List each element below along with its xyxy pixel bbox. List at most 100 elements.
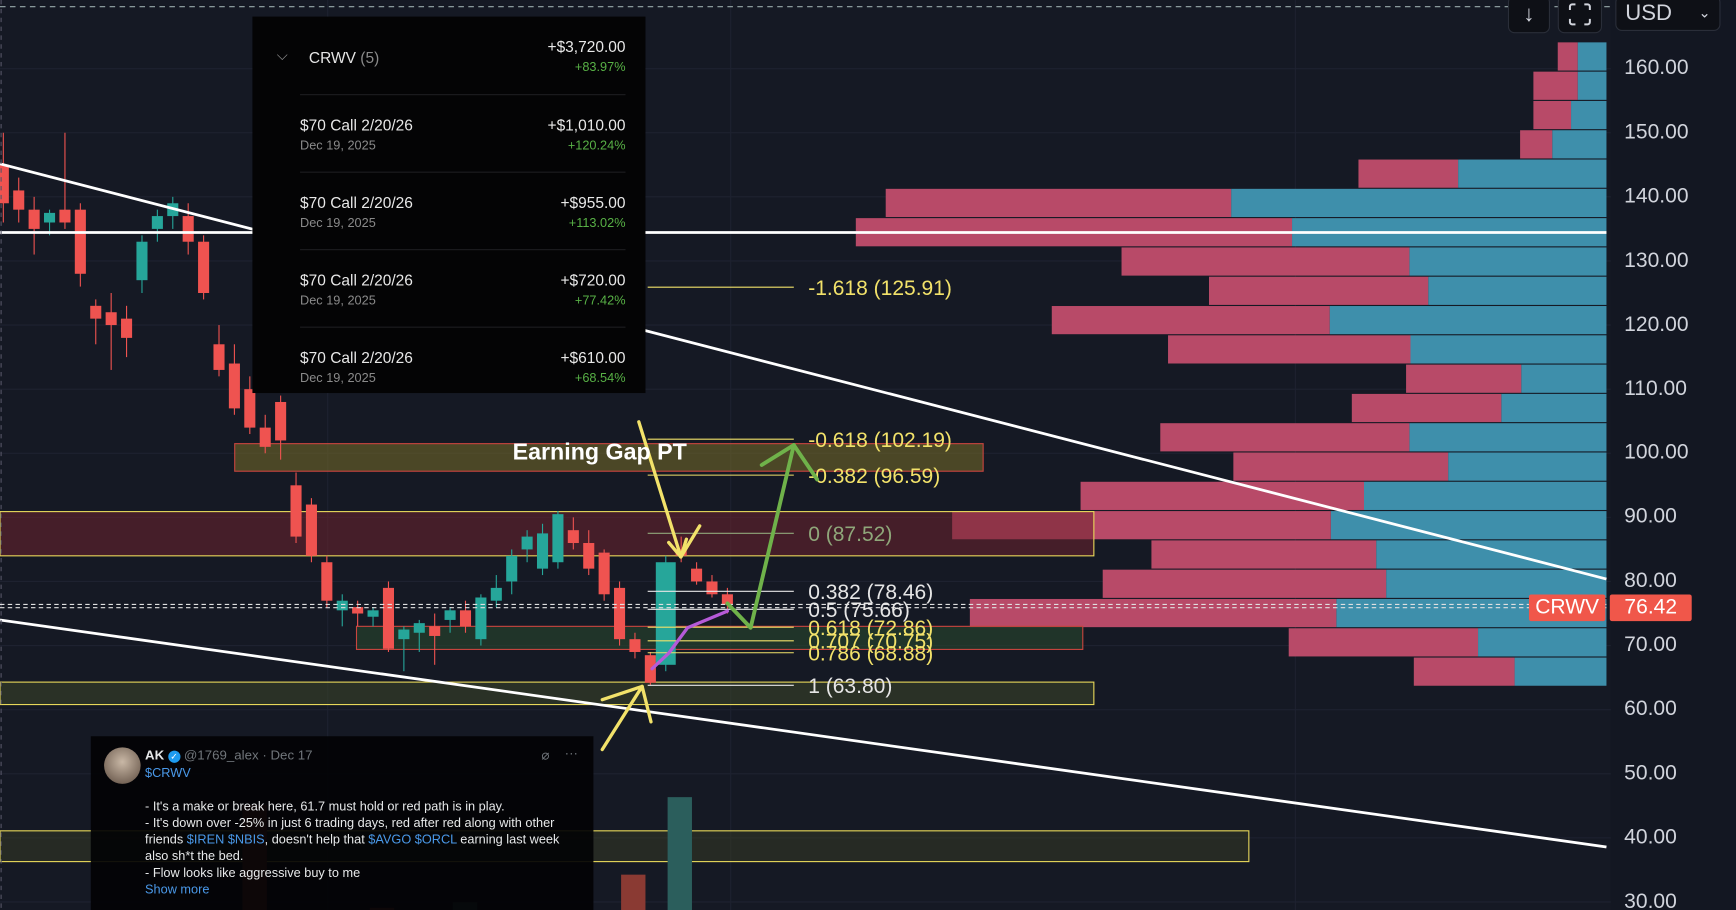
- profile-sell-bar: [969, 598, 1337, 628]
- position-pnl: +$610.00: [560, 348, 626, 367]
- last-price-tag: 76.42: [1609, 594, 1692, 622]
- yellow-arrow-down: [637, 420, 683, 559]
- candle: [444, 607, 456, 633]
- profile-sell-bar: [1413, 657, 1515, 686]
- candle-body: [90, 305, 102, 319]
- candle: [13, 177, 25, 223]
- last-price-line: [0, 603, 1607, 609]
- candle: [198, 235, 210, 300]
- candle: [429, 613, 441, 665]
- profile-sell-bar: [1351, 393, 1502, 423]
- candle: [598, 549, 610, 601]
- candle-body: [74, 209, 86, 274]
- price-tick: 160.00: [1624, 56, 1689, 80]
- purple-path: [650, 609, 730, 671]
- position-pnl: +$720.00: [560, 271, 626, 289]
- tweet-card[interactable]: AK ✓ @1769_alex · Dec 17 ⌀ ··· $CRWV - I…: [90, 736, 594, 910]
- price-tick: 50.00: [1624, 761, 1677, 785]
- candle: [367, 607, 379, 627]
- tweet-cashtags[interactable]: $AVGO $ORCL: [368, 833, 457, 847]
- support-zone[interactable]: [355, 625, 1084, 650]
- profile-buy-bar: [1409, 423, 1607, 452]
- candle-body: [655, 562, 676, 665]
- chevron-down-icon[interactable]: ⌵: [276, 46, 288, 64]
- show-more-link[interactable]: Show more: [145, 883, 210, 897]
- profile-sell-bar: [885, 188, 1232, 218]
- lower-trendline[interactable]: [0, 618, 1607, 849]
- tweet-date[interactable]: · Dec 17: [262, 747, 313, 763]
- position-date: Dec 19, 2025: [300, 294, 376, 308]
- candle-body: [506, 555, 518, 582]
- position-group-row[interactable]: ⌵ CRWV (5) +$3,720.00 +83.97%: [252, 17, 645, 94]
- more-options-icon[interactable]: ···: [564, 745, 578, 761]
- candle-body: [121, 318, 133, 338]
- tweet-author[interactable]: AK: [145, 747, 165, 763]
- position-pct: +120.24%: [567, 139, 626, 153]
- grok-icon[interactable]: ⌀: [541, 747, 550, 763]
- profile-buy-bar: [1577, 42, 1607, 71]
- candle: [459, 600, 472, 633]
- candle: [655, 555, 676, 672]
- profile-buy-bar: [1376, 540, 1607, 569]
- price-tick: 150.00: [1624, 120, 1689, 144]
- candle-body: [59, 209, 71, 223]
- position-row[interactable]: $70 Call 2/20/26 Dec 19, 2025 +$720.00 +…: [300, 249, 626, 328]
- profile-sell-bar: [1151, 540, 1377, 569]
- candle-body: [336, 600, 348, 611]
- volume-bar: [667, 797, 692, 910]
- profile-sell-bar: [1051, 306, 1330, 335]
- tweet-handle[interactable]: @1769_alex: [183, 747, 259, 763]
- tweet-cashtag[interactable]: $CRWV: [145, 767, 191, 781]
- scroll-to-latest-button[interactable]: ↓: [1507, 0, 1550, 34]
- profile-buy-bar: [1231, 188, 1607, 218]
- candle: [28, 196, 40, 255]
- candle-body: [182, 216, 194, 242]
- avatar[interactable]: [104, 747, 141, 784]
- currency-select[interactable]: USD ⌄: [1615, 0, 1721, 31]
- tweet-line: - It's a make or break here, 61.7 must h…: [145, 800, 505, 814]
- price-tick: 40.00: [1624, 825, 1677, 849]
- arrow-down-icon: ↓: [1523, 1, 1535, 27]
- fib-one-zone[interactable]: [0, 681, 1095, 706]
- candle: [552, 510, 564, 569]
- candle: [0, 132, 9, 223]
- candle-body: [136, 241, 148, 281]
- position-row[interactable]: $70 Call 2/20/26 Dec 19, 2025 +$1,010.00…: [300, 94, 626, 173]
- tweet-line: friends $IREN $NBIS, doesn't help that $…: [145, 833, 560, 847]
- price-tick: 130.00: [1624, 248, 1689, 273]
- position-pct: +113.02%: [568, 216, 626, 231]
- price-tick: 100.00: [1624, 441, 1689, 465]
- symbol-tag: CRWV: [1528, 594, 1606, 622]
- earning-gap-zone[interactable]: [234, 443, 984, 472]
- tweet-cashtags[interactable]: $IREN $NBIS: [186, 833, 265, 847]
- candle: [413, 619, 425, 652]
- yellow-arrow-left: [600, 684, 644, 702]
- volume-bar: [621, 874, 646, 910]
- candle-body: [521, 536, 533, 550]
- position-row[interactable]: $70 Call 2/20/26 Dec 19, 2025 +$610.00 +…: [300, 326, 626, 406]
- candle: [290, 472, 302, 544]
- candle: [691, 562, 703, 585]
- candle-body: [567, 530, 579, 544]
- position-row[interactable]: $70 Call 2/20/26 Dec 19, 2025 +$955.00 +…: [300, 171, 626, 251]
- fullscreen-button[interactable]: [1557, 0, 1603, 34]
- profile-sell-bar: [1160, 423, 1410, 452]
- fib-level-label: 0.382 (78.46): [808, 581, 933, 604]
- candle: [398, 626, 410, 672]
- candle: [536, 523, 549, 576]
- candle: [275, 395, 287, 460]
- profile-sell-bar: [1208, 276, 1429, 305]
- profile-buy-bar: [1552, 130, 1607, 159]
- chevron-down-icon: ⌄: [1698, 4, 1711, 22]
- price-axis[interactable]: 160.00 150.00 140.00 130.00 120.00 110.00 100.…: [1610, 0, 1736, 910]
- price-tick: 30.00: [1624, 889, 1677, 910]
- position-pnl: +$955.00: [560, 193, 626, 212]
- profile-buy-bar: [1478, 628, 1607, 657]
- candle-body: [490, 587, 502, 601]
- profile-sell-bar: [1557, 42, 1578, 71]
- candle: [121, 305, 133, 358]
- candle: [44, 209, 56, 236]
- position-name: $70 Call 2/20/26: [300, 348, 413, 367]
